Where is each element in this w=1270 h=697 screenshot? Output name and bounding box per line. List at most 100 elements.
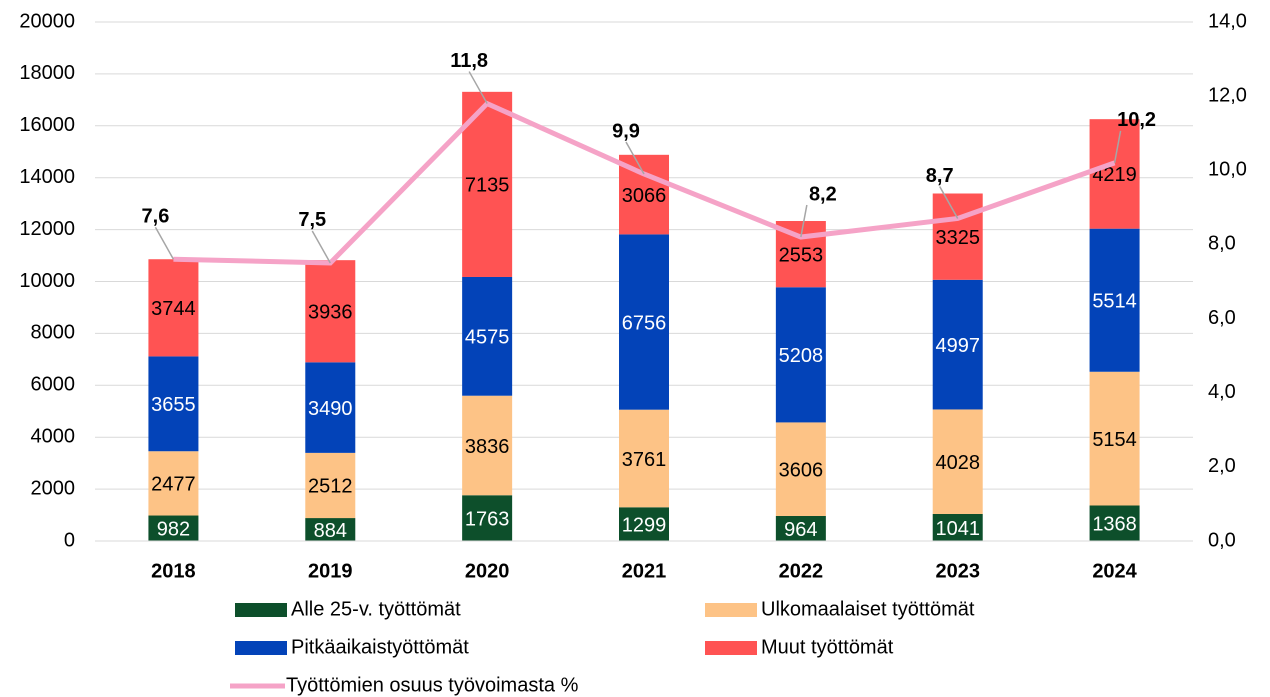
y2-tick-label: 4,0 <box>1208 381 1236 403</box>
y-tick-label: 12000 <box>19 218 75 240</box>
bar-segment <box>619 234 669 410</box>
bar-segment <box>462 395 513 496</box>
bar-segment <box>932 409 983 514</box>
data-label: 3066 <box>622 185 667 207</box>
data-label: 4028 <box>935 452 980 474</box>
data-label: 2477 <box>151 474 196 496</box>
bar-segment <box>932 193 983 280</box>
bar-segment <box>775 515 826 541</box>
bar-segment <box>148 259 199 357</box>
data-label: 3761 <box>622 449 667 471</box>
bar-segment <box>305 362 356 453</box>
data-label: 3325 <box>935 227 980 249</box>
leader-line <box>1113 130 1122 164</box>
bar-segment <box>775 422 826 516</box>
data-label: 3836 <box>465 436 510 458</box>
leader-line <box>939 186 959 219</box>
y-tick-label: 14000 <box>19 166 75 188</box>
x-tick-label: 2018 <box>151 560 196 582</box>
y-tick-label: 6000 <box>31 374 76 396</box>
x-tick-label: 2022 <box>779 560 824 582</box>
x-tick-label: 2019 <box>308 560 353 582</box>
bar-segment <box>305 452 356 519</box>
bar-segment <box>932 279 983 410</box>
data-label: 3744 <box>151 298 196 320</box>
x-tick-label: 2024 <box>1092 560 1137 582</box>
leader-line <box>800 204 808 238</box>
line-label: 7,5 <box>298 209 326 231</box>
x-tick-label: 2021 <box>622 560 667 582</box>
y-tick-label: 8000 <box>31 322 76 344</box>
data-label: 1368 <box>1092 514 1137 536</box>
bar-segment <box>1089 228 1140 372</box>
bar-segment <box>619 507 669 541</box>
legend-label: Työttömien osuus työvoimasta % <box>286 674 579 696</box>
bar-segment <box>1089 119 1140 229</box>
x-tick-label: 2020 <box>465 560 510 582</box>
leader-line <box>154 226 175 260</box>
data-label: 1763 <box>465 508 510 530</box>
legend-label: Alle 25-v. työttömät <box>291 598 461 620</box>
data-label: 2553 <box>779 244 824 266</box>
y-tick-label: 10000 <box>19 270 75 292</box>
leader-line <box>625 141 645 175</box>
data-label: 4219 <box>1092 164 1137 186</box>
bar-segment <box>1089 505 1140 541</box>
data-label: 4575 <box>465 327 510 349</box>
data-label: 1041 <box>935 518 980 540</box>
legend-marker <box>705 603 757 617</box>
bar-segment <box>148 515 199 541</box>
y-tick-label: 4000 <box>31 425 76 447</box>
data-label: 3655 <box>151 394 196 416</box>
y2-tick-label: 12,0 <box>1208 84 1247 106</box>
bar-segment <box>932 513 983 541</box>
data-label: 982 <box>157 519 190 541</box>
y-tick-label: 0 <box>64 529 75 551</box>
bar-segment <box>1089 371 1140 506</box>
data-label: 6756 <box>622 312 667 334</box>
data-label: 7135 <box>465 175 510 197</box>
bar-segment <box>305 260 356 363</box>
line-label: 8,2 <box>809 183 837 205</box>
y2-tick-label: 0,0 <box>1208 529 1236 551</box>
bar-segment <box>462 495 513 541</box>
line-label: 10,2 <box>1117 109 1156 131</box>
bar-segment <box>462 276 513 396</box>
legend-label: Muut työttömät <box>761 636 894 658</box>
legend-label: Pitkäaikaistyöttömät <box>291 636 469 658</box>
legend-label: Ulkomaalaiset työttömät <box>761 598 975 620</box>
y2-tick-label: 8,0 <box>1208 233 1236 255</box>
y-tick-label: 18000 <box>19 62 75 84</box>
y-tick-label: 20000 <box>19 10 75 32</box>
bar-segment <box>619 409 669 508</box>
legend-marker <box>235 603 287 617</box>
y2-tick-label: 2,0 <box>1208 455 1236 477</box>
line-label: 9,9 <box>612 120 640 142</box>
legend-marker <box>235 641 287 655</box>
bar-segment <box>305 518 356 541</box>
legend-marker <box>705 641 757 655</box>
data-label: 3490 <box>308 398 353 420</box>
leader-line <box>468 71 488 104</box>
leader-line <box>311 230 331 264</box>
data-label: 4997 <box>935 335 980 357</box>
data-label: 884 <box>314 520 347 542</box>
data-label: 3606 <box>779 459 824 481</box>
line-label: 7,6 <box>142 206 170 228</box>
y-tick-label: 2000 <box>31 477 76 499</box>
y-tick-label: 16000 <box>19 114 75 136</box>
data-label: 5154 <box>1092 429 1137 451</box>
line-label: 8,7 <box>926 165 954 187</box>
bar-segment <box>148 356 199 452</box>
data-label: 5208 <box>779 345 824 367</box>
data-label: 3936 <box>308 302 353 324</box>
bar-segment <box>148 451 199 516</box>
bar-segment <box>775 287 826 423</box>
data-label: 5514 <box>1092 290 1137 312</box>
data-label: 1299 <box>622 514 667 536</box>
y2-tick-label: 14,0 <box>1208 10 1247 32</box>
data-label: 964 <box>784 519 817 541</box>
x-tick-label: 2023 <box>935 560 980 582</box>
data-label: 2512 <box>308 476 353 498</box>
